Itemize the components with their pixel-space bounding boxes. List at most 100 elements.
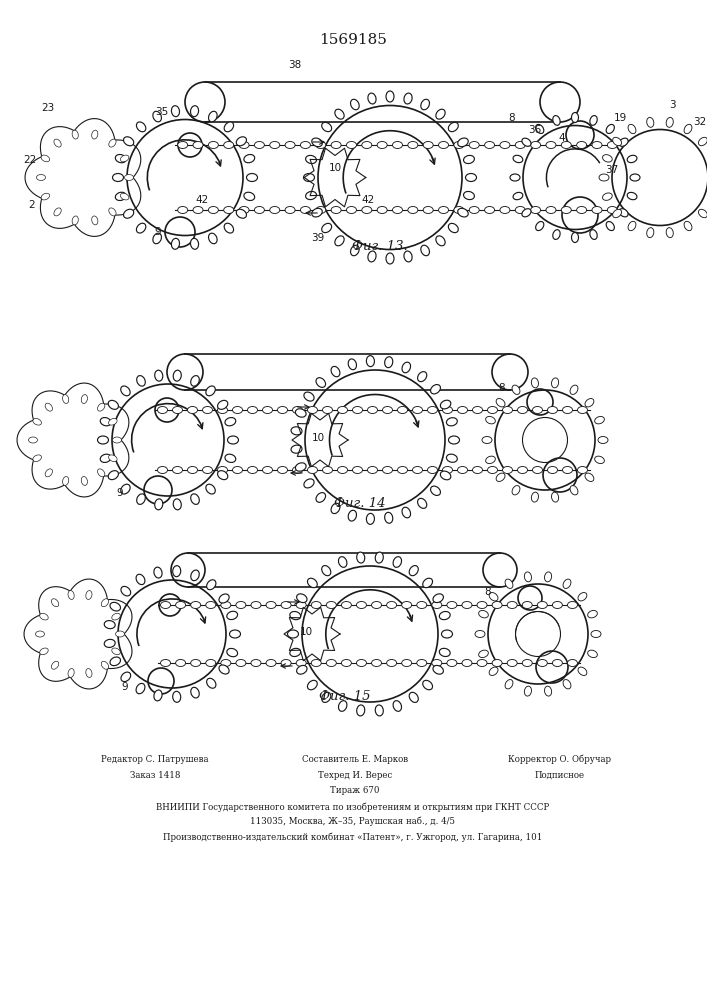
Ellipse shape (448, 436, 460, 444)
Ellipse shape (551, 378, 559, 388)
Ellipse shape (568, 660, 578, 666)
Ellipse shape (101, 661, 109, 669)
Ellipse shape (173, 566, 181, 577)
Ellipse shape (219, 594, 229, 603)
Ellipse shape (115, 192, 126, 201)
Ellipse shape (108, 400, 119, 409)
Ellipse shape (375, 552, 383, 563)
Ellipse shape (602, 193, 612, 200)
Ellipse shape (428, 406, 438, 414)
Ellipse shape (100, 454, 111, 462)
Ellipse shape (72, 130, 78, 139)
Ellipse shape (223, 141, 234, 148)
Ellipse shape (613, 209, 621, 218)
Ellipse shape (397, 406, 407, 414)
Ellipse shape (308, 680, 317, 690)
Ellipse shape (115, 631, 124, 637)
Ellipse shape (312, 138, 322, 147)
Ellipse shape (385, 512, 393, 523)
Ellipse shape (447, 601, 457, 608)
Ellipse shape (522, 209, 531, 217)
Ellipse shape (171, 106, 180, 117)
Ellipse shape (578, 667, 587, 675)
Ellipse shape (223, 207, 234, 214)
Ellipse shape (457, 138, 468, 147)
Ellipse shape (251, 601, 261, 608)
Ellipse shape (404, 93, 412, 104)
Ellipse shape (278, 406, 288, 414)
Text: 10: 10 (312, 433, 325, 443)
Ellipse shape (627, 192, 637, 200)
Ellipse shape (154, 690, 162, 701)
Ellipse shape (353, 406, 363, 414)
Text: Подписное: Подписное (535, 771, 585, 780)
Ellipse shape (327, 660, 337, 666)
Ellipse shape (602, 155, 612, 162)
Ellipse shape (300, 207, 310, 214)
Text: 1569185: 1569185 (319, 33, 387, 47)
Ellipse shape (136, 122, 146, 132)
Ellipse shape (598, 436, 608, 444)
Ellipse shape (496, 473, 505, 481)
Ellipse shape (454, 141, 464, 148)
Ellipse shape (423, 680, 433, 690)
Ellipse shape (518, 466, 527, 474)
Ellipse shape (339, 557, 347, 567)
Ellipse shape (432, 660, 442, 666)
Ellipse shape (206, 660, 216, 666)
Ellipse shape (590, 116, 597, 125)
Ellipse shape (349, 359, 356, 370)
Ellipse shape (124, 174, 134, 180)
Ellipse shape (489, 593, 498, 601)
Ellipse shape (532, 378, 539, 388)
Ellipse shape (191, 660, 201, 666)
Ellipse shape (285, 141, 295, 148)
Text: Фиг. 14: Фиг. 14 (334, 497, 386, 510)
Ellipse shape (392, 141, 402, 148)
Ellipse shape (109, 139, 116, 147)
Ellipse shape (469, 141, 479, 148)
Ellipse shape (438, 207, 448, 214)
Ellipse shape (247, 466, 257, 474)
Ellipse shape (431, 486, 440, 495)
Ellipse shape (585, 399, 594, 407)
Ellipse shape (368, 93, 376, 104)
Ellipse shape (505, 579, 513, 588)
Ellipse shape (191, 494, 199, 504)
Ellipse shape (110, 602, 120, 611)
Text: Заказ 1418: Заказ 1418 (130, 771, 180, 780)
Ellipse shape (402, 660, 411, 666)
Ellipse shape (120, 193, 129, 200)
Ellipse shape (296, 409, 306, 417)
Text: 36: 36 (528, 125, 542, 135)
Ellipse shape (52, 599, 59, 607)
Ellipse shape (187, 466, 197, 474)
Ellipse shape (158, 466, 168, 474)
Ellipse shape (304, 479, 314, 488)
Ellipse shape (316, 141, 326, 148)
Text: Редактор С. Патрушева: Редактор С. Патрушева (101, 755, 209, 764)
Ellipse shape (362, 141, 372, 148)
Ellipse shape (109, 208, 116, 216)
Ellipse shape (206, 484, 215, 494)
Ellipse shape (191, 376, 199, 386)
Ellipse shape (236, 209, 247, 218)
Text: 32: 32 (694, 117, 706, 127)
Ellipse shape (305, 191, 317, 200)
Ellipse shape (412, 466, 423, 474)
Text: 8: 8 (509, 113, 515, 123)
Ellipse shape (86, 669, 92, 677)
Ellipse shape (457, 466, 467, 474)
Ellipse shape (387, 660, 397, 666)
Ellipse shape (247, 406, 257, 414)
Ellipse shape (190, 106, 199, 117)
Ellipse shape (619, 138, 628, 146)
Ellipse shape (472, 466, 482, 474)
Ellipse shape (492, 601, 502, 608)
Ellipse shape (35, 631, 45, 637)
Ellipse shape (266, 660, 276, 666)
Ellipse shape (699, 137, 707, 146)
Ellipse shape (454, 207, 464, 214)
Ellipse shape (532, 406, 542, 414)
Ellipse shape (546, 207, 556, 214)
